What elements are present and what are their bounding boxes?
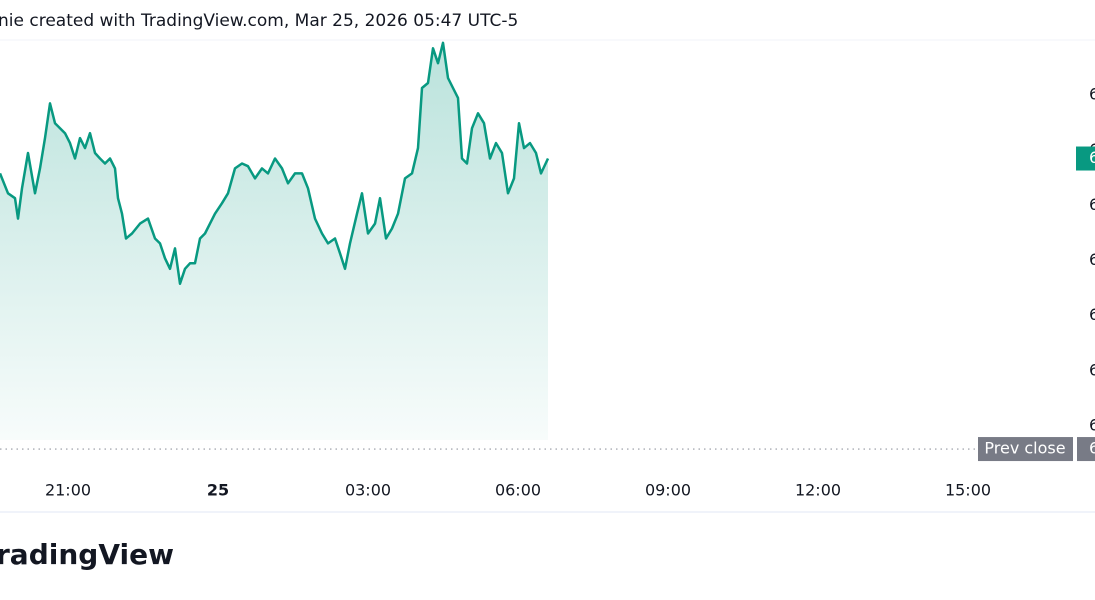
x-tick-label: 12:00: [795, 481, 841, 500]
x-tick-label: 06:00: [495, 481, 541, 500]
x-tick-label: 15:00: [945, 481, 991, 500]
y-tick-label: 6: [1089, 305, 1095, 324]
prev-close-price: 6: [1089, 439, 1095, 458]
y-tick-label: 6: [1089, 195, 1095, 214]
y-tick-label: 6: [1089, 360, 1095, 379]
x-tick-label: 25: [207, 481, 229, 500]
prev-close-name: Prev close: [984, 439, 1065, 458]
last-price-tag: [1076, 146, 1095, 171]
last-price-label: 6: [1089, 148, 1095, 167]
x-tick-label: 09:00: [645, 481, 691, 500]
area-fill: [0, 42, 548, 441]
y-tick-label: 6: [1089, 85, 1095, 104]
x-tick-label: 03:00: [345, 481, 391, 500]
y-tick-label: 6: [1089, 415, 1095, 434]
y-tick-label: 6: [1089, 250, 1095, 269]
prev-close-price-tag: [1077, 437, 1095, 462]
chart-title: nie created with TradingView.com, Mar 25…: [0, 11, 518, 31]
x-tick-label: 21:00: [45, 481, 91, 500]
price-line: [0, 41, 550, 285]
prev-close-tag: [978, 437, 1073, 462]
logo: radingView: [0, 538, 174, 571]
